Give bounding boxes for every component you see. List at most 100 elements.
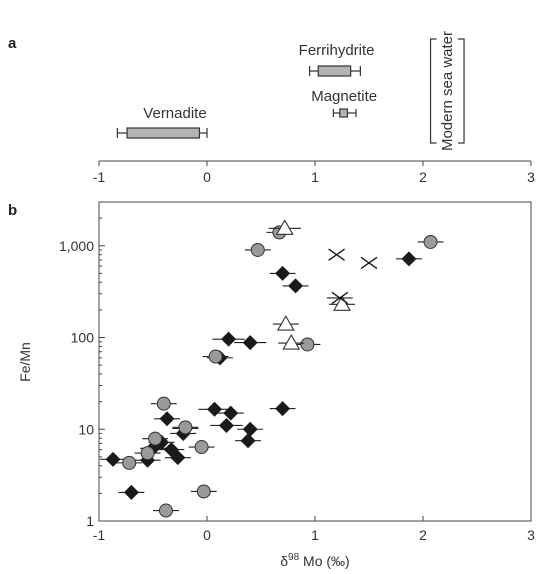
y-axis-title: Fe/Mn xyxy=(17,342,33,382)
diamond-marker xyxy=(105,451,121,467)
range-box xyxy=(339,108,348,118)
panel-a-label: a xyxy=(8,35,17,52)
a-tick-label: 2 xyxy=(419,169,427,185)
a-tick-label: 3 xyxy=(527,169,535,185)
diamond-marker xyxy=(288,278,304,294)
range-box xyxy=(317,65,352,77)
range-box xyxy=(126,127,201,139)
diamond-marker xyxy=(275,265,291,281)
a-tick-label: 0 xyxy=(203,169,211,185)
diamond-marker xyxy=(159,411,175,427)
panel-b-label: b xyxy=(8,202,17,219)
diamond-marker xyxy=(221,331,237,347)
range-magnetite: Magnetite xyxy=(311,88,377,118)
point-triangle xyxy=(329,295,355,311)
b-y-tick-label: 100 xyxy=(71,330,95,346)
point-circle xyxy=(417,234,444,249)
point-diamond xyxy=(282,278,309,294)
triangle-marker xyxy=(333,295,351,311)
point-diamond xyxy=(100,451,126,467)
point-triangle xyxy=(272,315,299,331)
point-triangle xyxy=(268,219,301,235)
circle-marker xyxy=(178,420,193,435)
point-circle xyxy=(172,420,199,435)
a-tick-label: 1 xyxy=(311,169,319,185)
b-y-tick-label: 1 xyxy=(86,513,94,529)
circle-marker xyxy=(148,431,163,446)
point-circle xyxy=(202,349,229,364)
diamond-marker xyxy=(223,405,239,421)
point-circle xyxy=(116,455,143,470)
point-diamond xyxy=(118,484,145,500)
point-circle xyxy=(188,440,215,455)
b-y-tick-label: 1,000 xyxy=(59,238,94,254)
point-circle xyxy=(142,431,169,446)
triangle-marker xyxy=(276,315,295,331)
point-diamond xyxy=(217,405,244,421)
point-cross xyxy=(360,256,378,270)
b-x-tick-label: 2 xyxy=(419,527,427,543)
x-axis-title: δ98 Mo (‰) xyxy=(280,552,349,569)
triangle-marker xyxy=(275,219,294,235)
panel-b: b -1 0 1 2 3 1 10 100 1,000 Fe/Mn δ98 Mo (‰) xyxy=(8,201,535,569)
point-circle xyxy=(134,446,161,461)
diamond-marker xyxy=(123,484,139,500)
panel-b-points xyxy=(100,219,444,518)
range-label: Vernadite xyxy=(143,105,206,122)
circle-marker xyxy=(208,349,223,364)
point-circle xyxy=(190,484,217,499)
diamond-marker xyxy=(242,335,258,351)
b-x-tick-label: 1 xyxy=(311,527,319,543)
point-diamond xyxy=(164,450,191,466)
circle-marker xyxy=(250,242,265,257)
x-axis-title-superscript: 98 xyxy=(288,552,300,563)
b-x-tick-label: -1 xyxy=(93,527,106,543)
range-label: Magnetite xyxy=(311,88,377,105)
point-diamond xyxy=(269,401,296,417)
diamond-marker xyxy=(170,450,186,466)
diamond-marker xyxy=(242,421,258,437)
diamond-marker xyxy=(240,433,256,449)
b-x-tick-label: 3 xyxy=(527,527,535,543)
range-ferrihydrite: Ferrihydrite xyxy=(299,42,375,77)
triangle-marker xyxy=(282,333,301,350)
panel-b-ticks: -1 0 1 2 3 1 10 100 1,000 xyxy=(59,201,535,543)
circle-marker xyxy=(196,484,211,499)
point-diamond xyxy=(210,417,243,433)
bracket-label: Modern sea water xyxy=(439,31,456,151)
panel-b-frame xyxy=(98,201,532,522)
range-bars: Vernadite Ferrihydrite Magnetite xyxy=(116,42,377,139)
diamond-marker xyxy=(218,417,234,433)
sea-water-bracket: Modern sea water xyxy=(429,31,465,151)
point-diamond xyxy=(396,251,422,267)
bracket-right xyxy=(458,38,465,144)
point-diamond xyxy=(269,265,296,281)
circle-marker xyxy=(423,234,438,249)
point-diamond xyxy=(234,335,267,351)
circle-marker xyxy=(122,455,137,470)
circle-marker xyxy=(194,440,209,455)
circle-marker xyxy=(140,446,155,461)
point-diamond xyxy=(235,433,261,449)
range-vernadite: Vernadite xyxy=(116,105,208,139)
circle-marker xyxy=(300,337,315,352)
a-tick-label: -1 xyxy=(93,169,106,185)
circle-marker xyxy=(156,396,171,411)
diamond-marker xyxy=(275,401,291,417)
panel-a-x-ticks: -1 0 1 2 3 xyxy=(93,161,535,185)
point-circle xyxy=(294,337,321,352)
b-y-tick-label: 10 xyxy=(78,421,94,437)
cross-marker xyxy=(328,248,346,261)
point-circle xyxy=(150,396,177,411)
point-cross xyxy=(326,291,353,305)
point-diamond xyxy=(237,421,264,437)
cross-marker xyxy=(360,256,378,270)
point-diamond xyxy=(154,411,180,427)
diamond-marker xyxy=(401,251,417,267)
x-axis-title-main: Mo (‰) xyxy=(299,553,350,569)
point-circle xyxy=(153,503,179,518)
point-triangle xyxy=(278,333,305,350)
cross-marker xyxy=(331,291,349,305)
point-diamond xyxy=(212,331,245,347)
range-label: Ferrihydrite xyxy=(299,42,375,59)
